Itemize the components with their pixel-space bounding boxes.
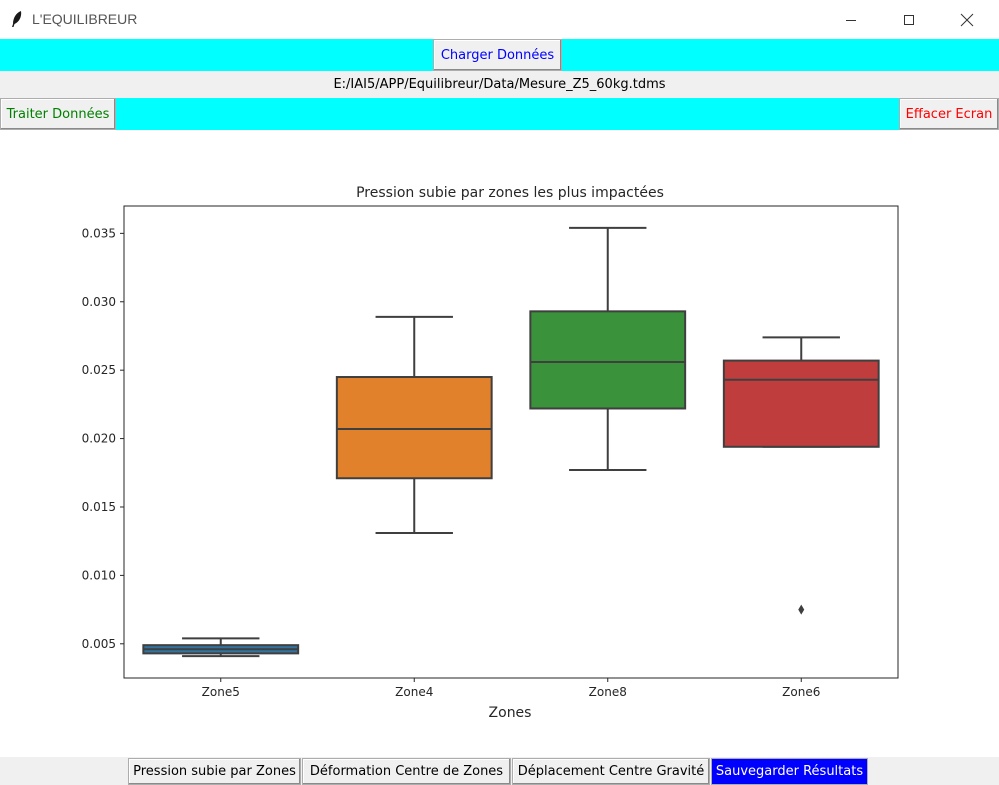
y-tick-label: 0.035: [82, 226, 116, 240]
box-zone6: [722, 359, 880, 448]
minimize-button[interactable]: [822, 0, 880, 39]
y-tick-label: 0.025: [82, 363, 116, 377]
x-tick-label: Zone4: [395, 685, 433, 699]
y-tick-label: 0.020: [82, 432, 116, 446]
x-axis: Zone5 Zone4 Zone8 Zone6: [202, 678, 820, 699]
y-tick-label: 0.015: [82, 500, 116, 514]
y-tick-label: 0.030: [82, 295, 116, 309]
close-icon: [960, 13, 974, 26]
y-axis: 0.005 0.010 0.015 0.020 0.025 0.030 0.035: [82, 226, 124, 651]
x-axis-label: Zones: [489, 705, 532, 721]
y-tick-label: 0.005: [82, 637, 116, 651]
maximize-icon: [904, 14, 914, 25]
close-button[interactable]: [938, 0, 996, 39]
bottom-tab-bar: Pression subie par Zones Déformation Cen…: [0, 757, 999, 785]
file-path-bar: E:/IAI5/APP/Equilibreur/Data/Mesure_Z5_6…: [0, 71, 999, 98]
maximize-button[interactable]: [880, 0, 938, 39]
minimize-icon: [846, 19, 856, 21]
box-zone4: [335, 376, 493, 480]
y-tick-label: 0.010: [82, 568, 116, 582]
box-zone8: [529, 310, 687, 410]
plot-area: Pression subie par zones les plus impact…: [0, 130, 999, 758]
outlier-point: [798, 604, 805, 615]
boxes: [142, 226, 880, 658]
tab-zone-center-deformation[interactable]: Déformation Centre de Zones: [302, 758, 511, 785]
plot-frame: [123, 205, 899, 679]
file-path-label: E:/IAI5/APP/Equilibreur/Data/Mesure_Z5_6…: [333, 77, 666, 92]
x-tick-label: Zone8: [589, 685, 627, 699]
process-data-button[interactable]: Traiter Données: [0, 98, 116, 130]
x-tick-label: Zone6: [782, 685, 820, 699]
title-bar: L'EQUILIBREUR: [0, 0, 999, 39]
action-bar: Traiter Données Effacer Ecran: [0, 98, 999, 130]
load-data-button[interactable]: Charger Données: [433, 39, 562, 71]
feather-icon: [12, 11, 22, 27]
chart-title: Pression subie par zones les plus impact…: [356, 185, 664, 201]
x-tick-label: Zone5: [202, 685, 240, 699]
window-title: L'EQUILIBREUR: [32, 11, 138, 27]
tab-pressure-zones[interactable]: Pression subie par Zones: [128, 758, 301, 785]
load-bar: Charger Données: [0, 39, 999, 71]
boxplot-chart: Pression subie par zones les plus impact…: [82, 185, 899, 721]
clear-screen-button[interactable]: Effacer Ecran: [899, 98, 999, 130]
tab-gravity-center-shift[interactable]: Déplacement Centre Gravité: [512, 758, 710, 785]
tab-save-results[interactable]: Sauvegarder Résultats: [711, 758, 868, 785]
